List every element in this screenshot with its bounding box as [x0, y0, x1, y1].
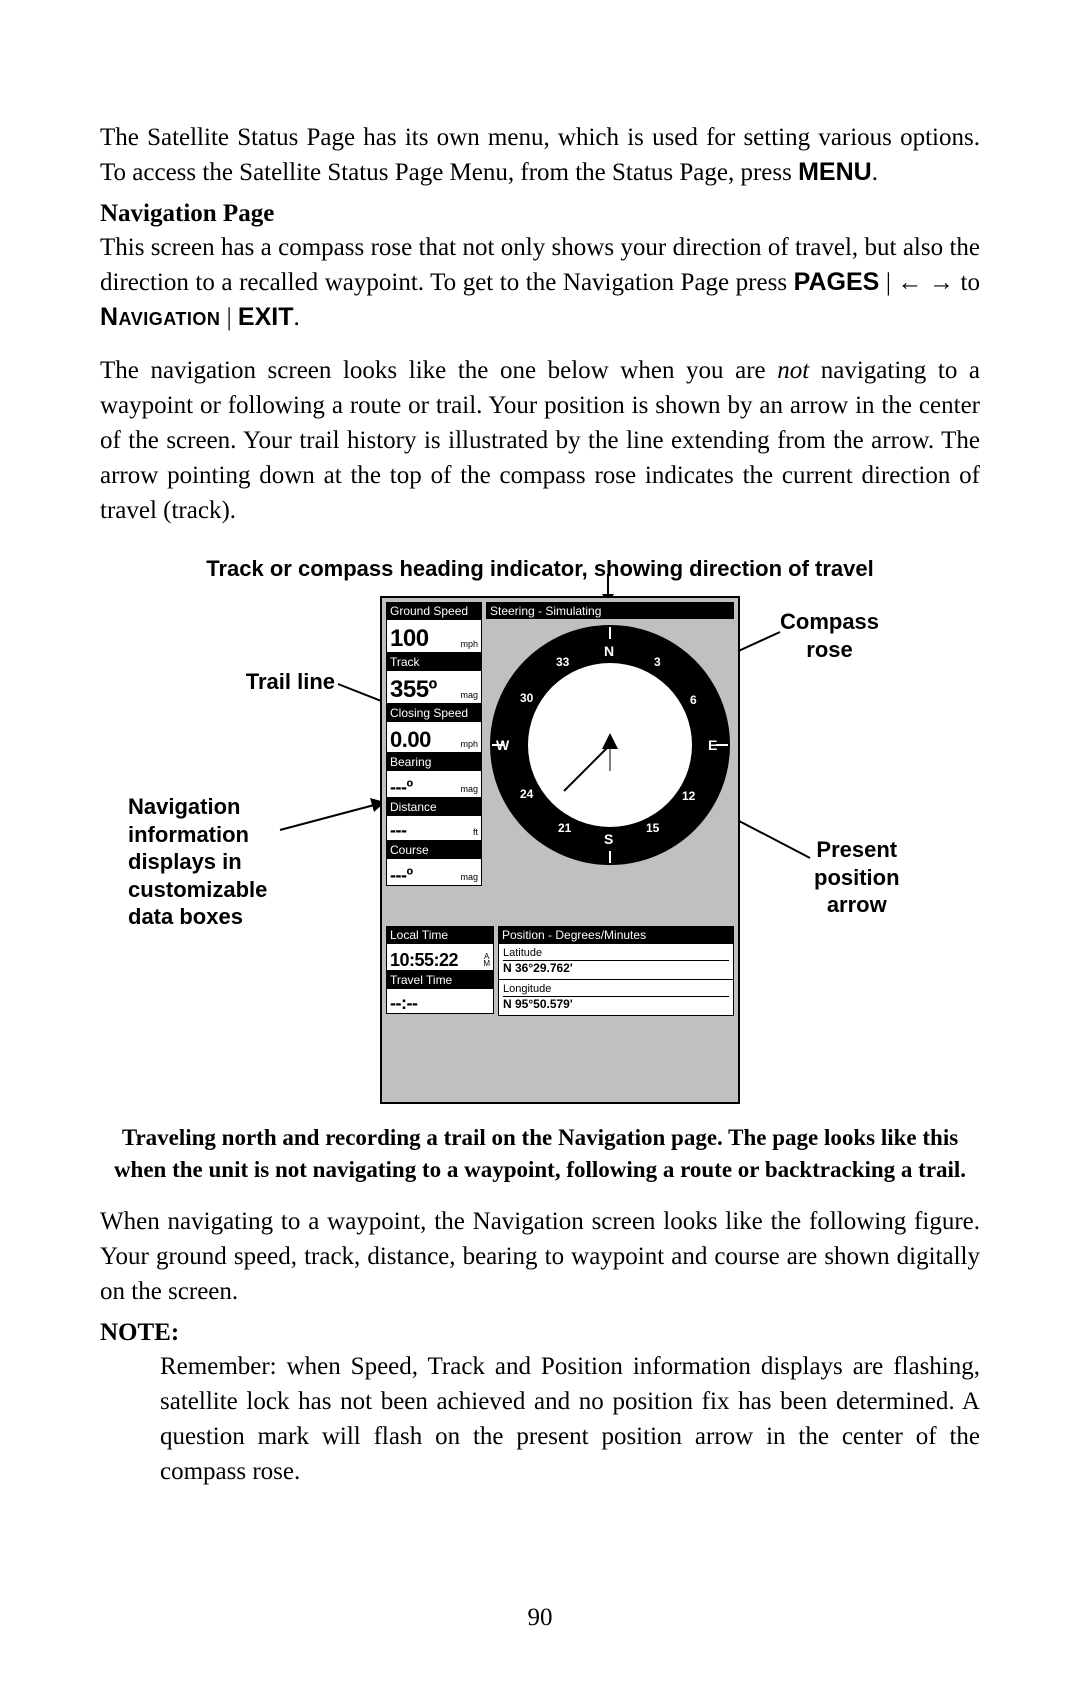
compass-num: 24 — [520, 787, 533, 801]
data-box-column: Ground Speed 100mph Track 355ºmag Closin… — [386, 602, 482, 886]
text: to — [954, 269, 980, 296]
label-course: Course — [386, 841, 482, 858]
page: The Satellite Status Page has its own me… — [0, 0, 1080, 1682]
value-course: ---ºmag — [386, 858, 482, 886]
arrow-keys: ← → — [897, 269, 954, 296]
lon-label: Longitude — [503, 982, 729, 996]
note-body: Remember: when Speed, Track and Position… — [160, 1349, 980, 1489]
value-track: 355ºmag — [386, 670, 482, 704]
lat-label: Latitude — [503, 946, 729, 960]
callout-present-pos: Presentpositionarrow — [814, 836, 900, 919]
am-pm: AM — [483, 953, 490, 969]
key-pages: PAGES — [794, 268, 880, 296]
label-position: Position - Degrees/Minutes — [498, 926, 734, 943]
text: | — [879, 269, 897, 296]
figure-caption: Traveling north and recording a trail on… — [100, 1122, 980, 1186]
key-exit: EXIT — [238, 303, 294, 331]
time-column: Local Time 10:55:22 AM Travel Time --:-- — [386, 926, 494, 1014]
para-nav-desc: The navigation screen looks like the one… — [100, 353, 980, 528]
lat-value: N 36°29.762' — [503, 960, 729, 977]
value-ground-speed: 100mph — [386, 619, 482, 653]
text: . — [872, 159, 878, 186]
key-navigation: Navigation — [100, 303, 220, 331]
compass-num: 12 — [682, 789, 695, 803]
label-distance: Distance — [386, 798, 482, 815]
callout-nav-info: Navigationinformationdisplays incustomiz… — [128, 793, 267, 931]
compass-num: 30 — [520, 691, 533, 705]
figure-heading: Track or compass heading indicator, show… — [100, 556, 980, 582]
text: | — [220, 304, 238, 331]
pointer-arrow-icon — [280, 800, 390, 840]
para-nav-waypoint: When navigating to a waypoint, the Navig… — [100, 1204, 980, 1309]
cardinal-e: E — [708, 737, 717, 753]
screen-mockup: Ground Speed 100mph Track 355ºmag Closin… — [380, 596, 740, 1104]
lon-value: N 95°50.579' — [503, 996, 729, 1013]
position-column: Position - Degrees/Minutes Latitude N 36… — [498, 926, 734, 1016]
label-bearing: Bearing — [386, 753, 482, 770]
compass-num: 15 — [646, 821, 659, 835]
label-track: Track — [386, 653, 482, 670]
figure-area: Compassrose Trail line Navigationinforma… — [100, 588, 980, 1108]
emph-not: not — [777, 357, 809, 384]
latitude-box: Latitude N 36°29.762' — [498, 943, 734, 980]
compass-column: Steering - Simulating — [486, 602, 734, 869]
compass-rose: N S E W 3 6 12 15 21 24 30 33 — [486, 621, 734, 869]
heading-navigation-page: Navigation Page — [100, 200, 980, 228]
page-number: 90 — [0, 1604, 1080, 1632]
label-steering: Steering - Simulating — [486, 602, 734, 619]
value-closing-speed: 0.00mph — [386, 721, 482, 753]
text: . — [293, 304, 299, 331]
value-travel-time: --:-- — [386, 988, 494, 1014]
longitude-box: Longitude N 95°50.579' — [498, 980, 734, 1016]
value-local-time: 10:55:22 AM — [386, 943, 494, 971]
text: The navigation screen looks like the one… — [100, 357, 777, 384]
label-local-time: Local Time — [386, 926, 494, 943]
cardinal-n: N — [604, 643, 614, 659]
compass-num: 21 — [558, 821, 571, 835]
cardinal-s: S — [604, 831, 613, 847]
label-ground-speed: Ground Speed — [386, 602, 482, 619]
key-menu: MENU — [798, 158, 872, 186]
compass-num: 3 — [654, 655, 661, 669]
label-travel-time: Travel Time — [386, 971, 494, 988]
cardinal-w: W — [496, 737, 509, 753]
compass-num: 33 — [556, 655, 569, 669]
callout-trail-line: Trail line — [205, 668, 335, 696]
callout-compass-rose: Compassrose — [780, 608, 879, 663]
value-bearing: ---ºmag — [386, 770, 482, 798]
label-closing-speed: Closing Speed — [386, 704, 482, 721]
value-distance: ---ft — [386, 815, 482, 841]
para-nav-intro: This screen has a compass rose that not … — [100, 230, 980, 335]
compass-num: 6 — [690, 693, 697, 707]
para-sat-status: The Satellite Status Page has its own me… — [100, 120, 980, 190]
heading-note: NOTE: — [100, 1319, 980, 1347]
